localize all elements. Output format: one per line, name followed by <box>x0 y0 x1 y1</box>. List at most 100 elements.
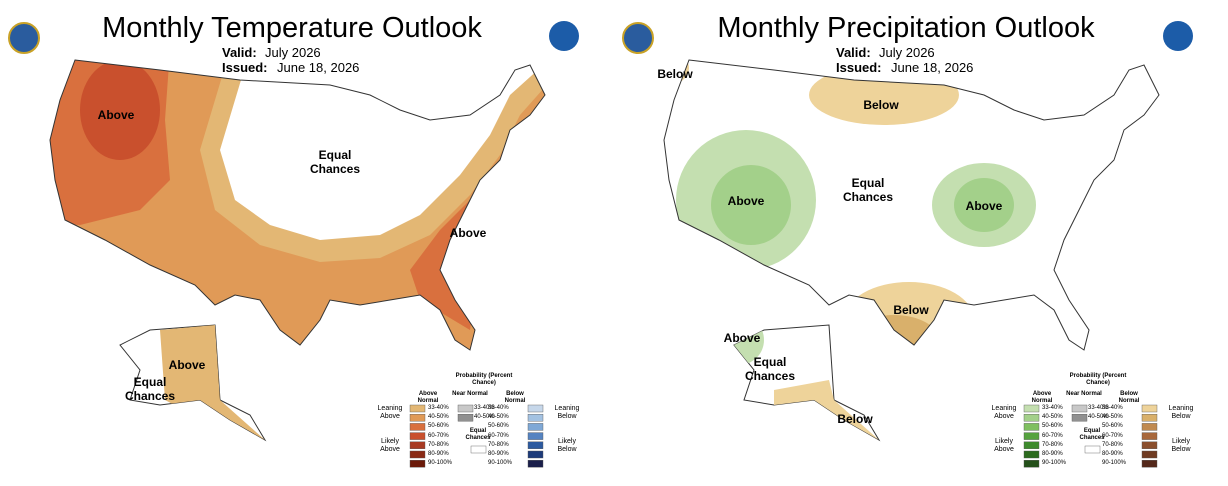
issued-label: Issued: <box>836 60 882 75</box>
legend-column-header: Below Normal <box>1118 391 1140 404</box>
issued-label: Issued: <box>222 60 268 75</box>
legend-swatch <box>1023 404 1040 413</box>
legend-swatch <box>409 404 426 413</box>
map-label: Above <box>965 199 1003 213</box>
legend-swatch <box>1023 432 1040 440</box>
valid-date: July 2026 <box>879 45 935 60</box>
legend-column-header: Above Normal <box>1031 391 1053 404</box>
issued-date: June 18, 2026 <box>277 60 360 75</box>
legend-range: 33-40% <box>1042 405 1063 411</box>
legend-range: 40-50% <box>428 414 449 421</box>
legend-swatch <box>409 450 426 459</box>
legend-equal-swatch <box>470 445 487 454</box>
legend-equal-label: Equal Chances <box>1079 428 1105 441</box>
legend-swatch <box>1141 460 1158 468</box>
legend-range: 70-80% <box>488 441 509 448</box>
legend-range: 90-100% <box>488 460 513 467</box>
legend-side-label: Leaning Above <box>991 405 1017 420</box>
legend-range: 33-40% <box>488 405 509 411</box>
legend-swatch <box>409 423 426 431</box>
legend-range: 60-70% <box>1102 432 1123 439</box>
legend-swatch <box>527 432 544 440</box>
legend-range: 80-90% <box>488 451 509 457</box>
legend-range: 40-50% <box>474 414 495 421</box>
legend-side-label: Leaning Above <box>377 405 403 420</box>
legend-side-label: Leaning Below <box>554 405 580 420</box>
legend-side-label: Leaning Below <box>1168 405 1194 420</box>
legend-swatch <box>1141 404 1158 413</box>
legend-side-label: Likely Above <box>380 438 400 453</box>
legend-range: 33-40% <box>1088 405 1109 411</box>
map-label: Equal Chances <box>124 375 176 403</box>
legend-swatch <box>527 460 544 468</box>
legend-range: 50-60% <box>428 423 449 430</box>
legend-equal-swatch <box>1084 445 1101 454</box>
legend-range: 50-60% <box>1102 423 1123 430</box>
legend-swatch <box>409 460 426 468</box>
title: Monthly Temperature Outlook <box>102 12 482 44</box>
legend-range: 90-100% <box>1042 460 1067 467</box>
legend-range: 33-40% <box>474 405 495 411</box>
legend-range: 60-70% <box>428 432 449 439</box>
legend-side-label: Likely Below <box>1171 438 1191 453</box>
map-label: Below <box>657 67 693 81</box>
legend-swatch <box>527 404 544 413</box>
legend-range: 80-90% <box>428 451 449 457</box>
legend-range: 50-60% <box>488 423 509 430</box>
title: Monthly Precipitation Outlook <box>717 12 1095 44</box>
legend-swatch <box>1023 450 1040 459</box>
legend-side-label: Likely Above <box>994 438 1014 453</box>
map-label: Below <box>863 98 899 112</box>
valid-label: Valid: <box>836 45 871 60</box>
legend-swatch <box>1023 414 1040 422</box>
legend-range: 70-80% <box>1042 441 1063 448</box>
legend-range: 70-80% <box>428 441 449 448</box>
map-label: Above <box>449 226 487 240</box>
legend-swatch <box>1141 423 1158 431</box>
legend-swatch <box>1071 404 1088 413</box>
map-label: Above <box>727 194 765 208</box>
map-label: Equal Chances <box>842 176 894 204</box>
legend-column-header: Above Normal <box>417 391 439 404</box>
legend-swatch <box>1071 414 1088 422</box>
map-label: Equal Chances <box>744 355 796 383</box>
valid-label: Valid: <box>222 45 257 60</box>
legend-range: 70-80% <box>1102 441 1123 448</box>
legend-column-header: Near Normal <box>452 391 488 397</box>
legend-equal-label: Equal Chances <box>465 428 491 441</box>
legend-swatch <box>527 441 544 449</box>
legend-range: 33-40% <box>428 405 449 411</box>
legend-range: 40-50% <box>1088 414 1109 421</box>
issued-date: June 18, 2026 <box>891 60 974 75</box>
legend-side-label: Likely Below <box>557 438 577 453</box>
legend-swatch <box>527 450 544 459</box>
legend-range: 60-70% <box>1042 432 1063 439</box>
legend-swatch <box>1023 423 1040 431</box>
legend-swatch <box>1141 432 1158 440</box>
legend-title: Probability (Percent Chance) <box>1069 373 1127 386</box>
legend-range: 90-100% <box>1102 460 1127 467</box>
legend-swatch <box>409 414 426 422</box>
legend-range: 80-90% <box>1102 451 1123 457</box>
legend-range: 40-50% <box>488 414 509 421</box>
map-label: Equal Chances <box>309 148 361 176</box>
legend-swatch <box>1023 441 1040 449</box>
legend-title: Probability (Percent Chance) <box>455 373 513 386</box>
valid-date: July 2026 <box>265 45 321 60</box>
legend-range: 80-90% <box>1042 451 1063 457</box>
map-label: Below <box>893 303 929 317</box>
legend-range: 90-100% <box>428 460 453 467</box>
legend-column-header: Near Normal <box>1066 391 1102 397</box>
legend-swatch <box>457 414 474 422</box>
map-label: Above <box>723 331 761 345</box>
legend-range: 33-40% <box>1102 405 1123 411</box>
map-label: Above <box>97 108 135 122</box>
legend-swatch <box>409 432 426 440</box>
legend-range: 60-70% <box>488 432 509 439</box>
legend-swatch <box>1023 460 1040 468</box>
legend-range: 50-60% <box>1042 423 1063 430</box>
map-label: Below <box>837 412 873 426</box>
legend-swatch <box>1141 441 1158 449</box>
